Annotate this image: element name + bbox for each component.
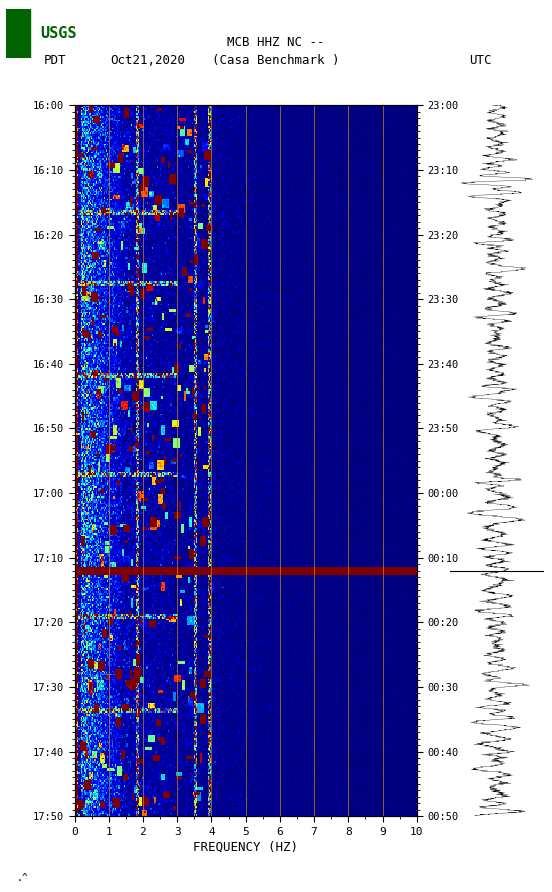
Text: Oct21,2020: Oct21,2020 <box>110 54 185 67</box>
Text: (Casa Benchmark ): (Casa Benchmark ) <box>213 54 339 67</box>
Text: USGS: USGS <box>40 26 77 41</box>
Bar <box>6 9 30 58</box>
Text: .^: .^ <box>17 873 28 883</box>
Text: PDT: PDT <box>44 54 67 67</box>
Text: MCB HHZ NC --: MCB HHZ NC -- <box>227 37 325 49</box>
X-axis label: FREQUENCY (HZ): FREQUENCY (HZ) <box>193 841 298 854</box>
Text: UTC: UTC <box>469 54 492 67</box>
